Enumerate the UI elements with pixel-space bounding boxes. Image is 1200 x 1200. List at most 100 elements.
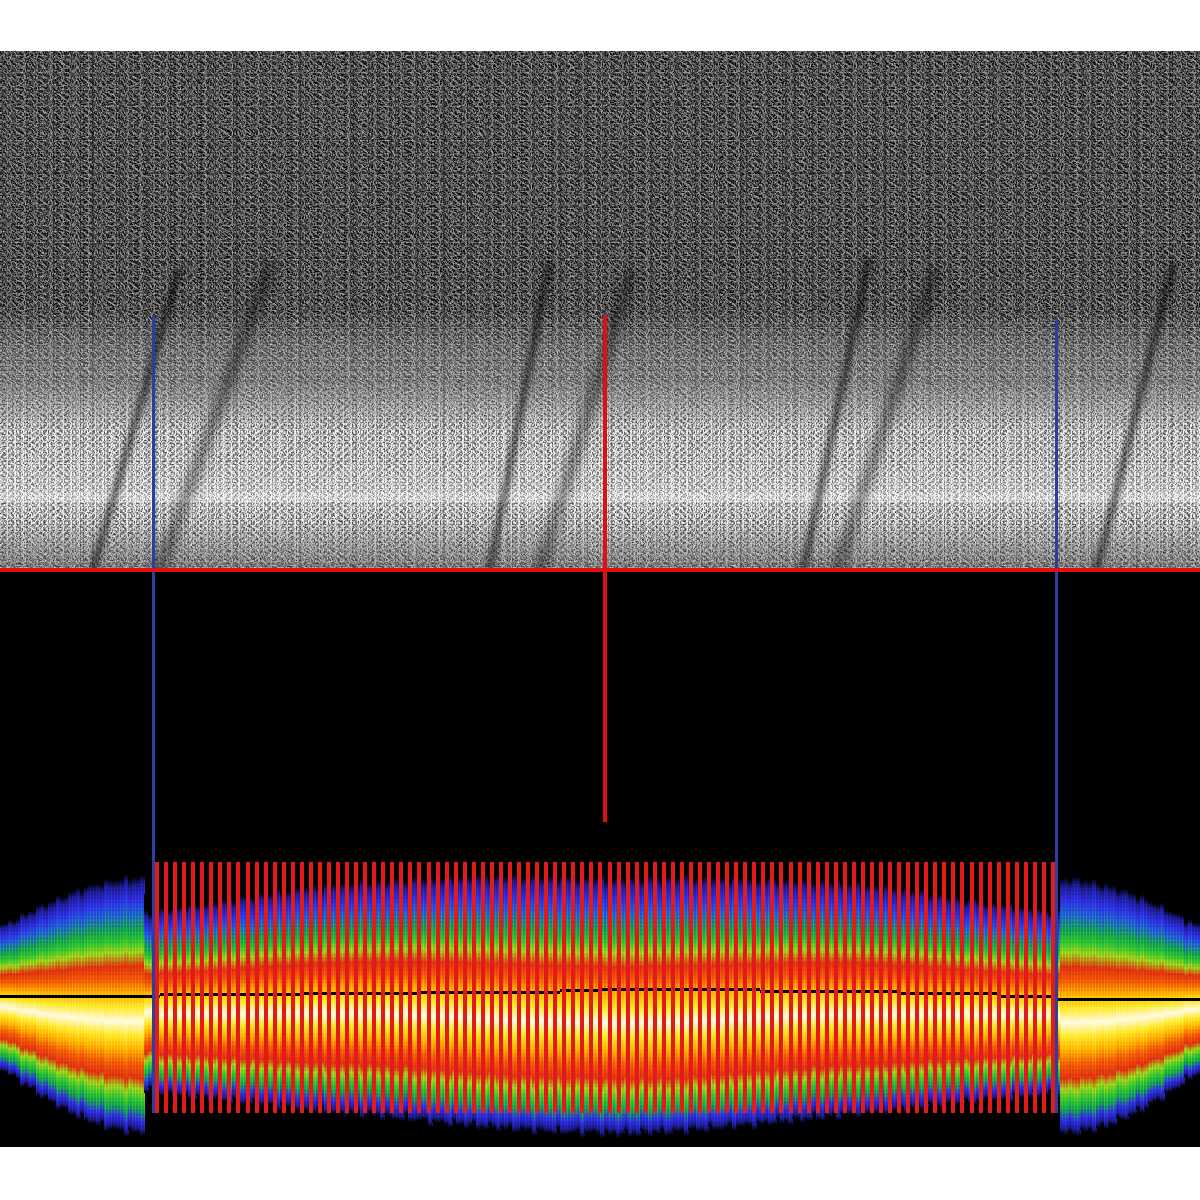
spectral-colormap: [404, 861, 409, 1116]
spectral-column: [828, 860, 833, 1118]
sample-marker: [770, 862, 774, 1113]
sample-marker: [318, 862, 322, 1113]
sample-marker: [617, 862, 621, 1113]
spectral-colormap: [1012, 892, 1017, 1096]
image-canvas[interactable]: [0, 51, 1200, 1147]
sample-marker: [942, 862, 946, 1113]
right-gate-cursor[interactable]: [1055, 318, 1058, 1113]
spectral-colormap: [1188, 905, 1193, 1081]
spectral-column: [96, 862, 101, 1126]
spectral-column: [756, 858, 761, 1123]
spectral-colormap: [88, 863, 93, 1125]
spectral-colormap: [72, 871, 77, 1116]
spectral-column: [384, 861, 389, 1115]
spectral-colormap: [44, 888, 49, 1097]
spectral-column: [0, 910, 5, 1072]
spectral-column: [1132, 874, 1137, 1115]
sample-marker: [381, 862, 385, 1113]
spectral-column: [1048, 897, 1053, 1093]
spectral-column: [36, 888, 41, 1097]
horizontal-cursor[interactable]: [0, 568, 1200, 572]
spectral-colormap: [1084, 857, 1089, 1133]
spectral-column: [736, 855, 741, 1128]
spectral-colormap: [20, 896, 25, 1087]
sample-marker: [1015, 862, 1019, 1113]
spectral-colormap: [424, 858, 429, 1120]
sample-marker: [236, 862, 240, 1113]
spectral-colormap: [252, 880, 257, 1101]
spectral-colormap: [1056, 892, 1061, 1097]
spectral-colormap: [1104, 861, 1109, 1129]
spectral-column: [284, 871, 289, 1108]
spectral-colormap: [132, 855, 137, 1133]
spectral-column: [648, 851, 653, 1138]
spectral-colormap: [1000, 886, 1005, 1100]
spectral-column: [1012, 892, 1017, 1096]
spectral-column: [592, 855, 597, 1133]
spectral-colormap: [1100, 864, 1105, 1125]
sample-marker: [191, 862, 195, 1113]
spectral-colormap: [592, 855, 597, 1133]
spectral-colormap: [92, 863, 97, 1125]
spectral-colormap: [576, 856, 581, 1131]
spectral-colormap: [76, 867, 81, 1120]
spectral-column: [856, 860, 861, 1118]
sample-marker: [635, 862, 639, 1113]
spectral-column: [52, 882, 57, 1103]
sample-marker: [725, 862, 729, 1113]
sample-marker: [798, 862, 802, 1113]
spectral-colormap: [828, 860, 833, 1118]
spectral-column: [720, 854, 725, 1130]
spectral-column: [568, 853, 573, 1134]
spectral-column: [1096, 861, 1101, 1129]
sample-marker: [408, 862, 412, 1113]
spectral-column: [84, 866, 89, 1122]
sample-marker: [345, 862, 349, 1113]
b-mode-panel[interactable]: [0, 51, 1200, 571]
spectral-colormap: [584, 854, 589, 1134]
sample-marker: [752, 862, 756, 1113]
spectral-colormap: [268, 875, 273, 1105]
sample-marker: [598, 862, 602, 1113]
spectral-colormap: [1172, 896, 1177, 1091]
spectral-colormap: [396, 856, 401, 1120]
spectral-column: [448, 851, 453, 1128]
spectral-column: [8, 906, 13, 1077]
spectral-colormap: [728, 859, 733, 1125]
sample-marker: [164, 862, 168, 1113]
sample-marker: [680, 862, 684, 1113]
spectral-doppler-panel[interactable]: [0, 851, 1200, 1147]
spectral-column: [656, 854, 661, 1135]
spectral-colormap: [876, 865, 881, 1113]
spectral-column: [32, 895, 37, 1089]
spectral-column: [1160, 885, 1165, 1103]
spectral-column: [1000, 886, 1005, 1100]
sample-marker: [834, 862, 838, 1113]
spectral-colormap: [1132, 874, 1137, 1115]
spectral-column: [928, 877, 933, 1104]
spectral-colormap: [612, 855, 617, 1135]
left-gate-cursor[interactable]: [152, 315, 155, 1113]
sample-marker: [997, 862, 1001, 1113]
spectral-column: [92, 863, 97, 1125]
spectral-colormap: [100, 864, 105, 1124]
spectral-column: [204, 887, 209, 1098]
spectral-colormap: [1136, 880, 1141, 1109]
spectral-colormap: [320, 868, 325, 1109]
spectral-column: [1116, 871, 1121, 1119]
spectral-column: [812, 863, 817, 1116]
spectral-colormap: [224, 881, 229, 1102]
spectral-colormap: [872, 864, 877, 1115]
sample-marker: [951, 862, 955, 1113]
sample-marker: [363, 862, 367, 1113]
spectral-colormap: [96, 862, 101, 1126]
spectral-colormap: [84, 866, 89, 1122]
spectral-column: [692, 857, 697, 1130]
spectral-column: [712, 854, 717, 1131]
spectral-colormap: [1116, 871, 1121, 1119]
spectral-column: [1008, 884, 1013, 1103]
spectral-colormap: [620, 854, 625, 1136]
sample-marker: [309, 862, 313, 1113]
spectral-colormap: [468, 854, 473, 1127]
spectral-column: [136, 854, 141, 1134]
